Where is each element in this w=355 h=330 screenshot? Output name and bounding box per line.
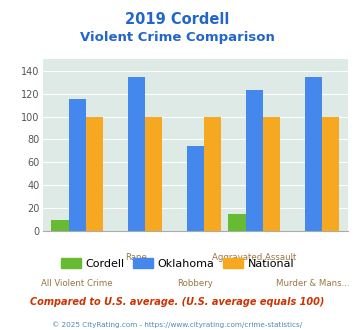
Bar — [322, 116, 339, 231]
Text: 2019 Cordell: 2019 Cordell — [125, 12, 230, 26]
Text: Murder & Mans...: Murder & Mans... — [277, 279, 350, 288]
Bar — [228, 214, 246, 231]
Bar — [69, 99, 86, 231]
Text: Aggravated Assault: Aggravated Assault — [212, 253, 296, 262]
Bar — [127, 77, 145, 231]
Text: Violent Crime Comparison: Violent Crime Comparison — [80, 31, 275, 44]
Text: Robbery: Robbery — [177, 279, 213, 288]
Text: Rape: Rape — [125, 253, 147, 262]
Bar — [246, 90, 263, 231]
Text: Compared to U.S. average. (U.S. average equals 100): Compared to U.S. average. (U.S. average … — [30, 297, 325, 307]
Bar — [145, 116, 162, 231]
Bar — [86, 116, 103, 231]
Bar — [51, 219, 69, 231]
Bar — [187, 146, 204, 231]
Text: All Violent Crime: All Violent Crime — [42, 279, 113, 288]
Text: © 2025 CityRating.com - https://www.cityrating.com/crime-statistics/: © 2025 CityRating.com - https://www.city… — [53, 322, 302, 328]
Bar — [305, 77, 322, 231]
Legend: Cordell, Oklahoma, National: Cordell, Oklahoma, National — [56, 254, 299, 273]
Bar — [263, 116, 280, 231]
Bar — [204, 116, 221, 231]
